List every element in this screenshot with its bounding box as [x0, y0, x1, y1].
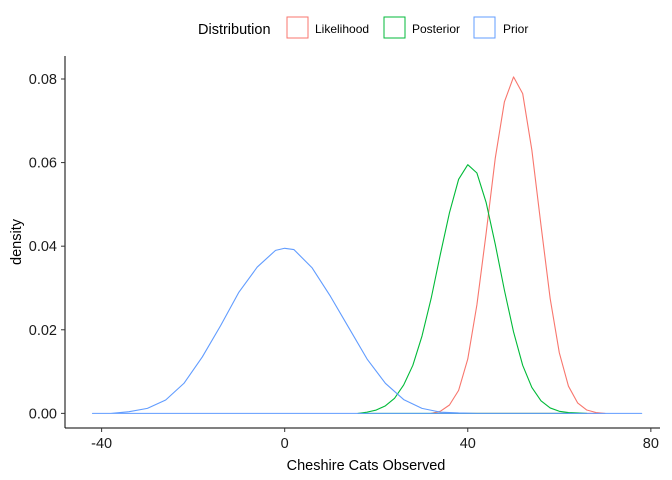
x-tick-label: -40: [91, 436, 112, 452]
density-line-posterior: [357, 164, 588, 414]
y-tick-label: 0.06: [29, 156, 57, 172]
y-tick-label: 0.04: [29, 239, 57, 255]
x-tick-label: 0: [281, 436, 289, 452]
density-line-likelihood: [430, 76, 606, 414]
legend-title: Distribution: [198, 22, 271, 38]
legend-entry-prior: Prior: [473, 16, 528, 39]
x-axis-title: Cheshire Cats Observed: [287, 458, 446, 474]
y-tick-label: 0.02: [29, 323, 57, 339]
legend-key-prior: [473, 16, 496, 39]
y-tick-label: 0.08: [29, 72, 57, 88]
legend: Distribution Likelihood Posterior Prior: [198, 16, 528, 39]
density-line-prior: [91, 247, 643, 414]
legend-entry-posterior: Posterior: [383, 16, 460, 39]
y-axis-title: density: [9, 218, 25, 265]
y-ticks: 0.00 0.02 0.04 0.06 0.08: [29, 72, 65, 422]
legend-key-posterior: [383, 16, 406, 39]
legend-label-posterior: Posterior: [412, 22, 460, 36]
series-layer: [91, 76, 643, 414]
legend-key-likelihood: [286, 16, 309, 39]
y-tick-label: 0.00: [29, 406, 57, 422]
legend-label-likelihood: Likelihood: [315, 22, 369, 36]
plot-panel: -40 0 40 80 0.00 0.02 0.04 0.06 0.08: [29, 56, 660, 452]
legend-entry-likelihood: Likelihood: [286, 16, 369, 39]
legend-label-prior: Prior: [503, 22, 528, 36]
x-tick-label: 40: [460, 436, 476, 452]
x-tick-label: 80: [643, 436, 659, 452]
x-ticks: -40 0 40 80: [91, 428, 659, 452]
